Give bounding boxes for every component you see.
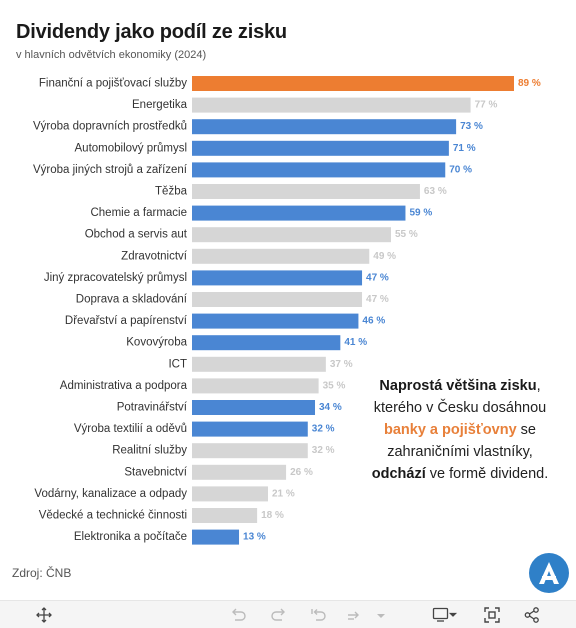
bar[interactable] [192, 356, 326, 372]
category-label: Jiný zpracovatelský průmysl [44, 272, 187, 284]
category-label: Vodárny, kanalizace a odpady [34, 488, 187, 500]
category-label: Vědecké a technické činnosti [39, 510, 187, 522]
category-label: Energetika [132, 99, 188, 111]
publisher-logo[interactable] [529, 553, 569, 593]
category-label: Doprava a skladování [76, 294, 188, 306]
annotation: Naprostá většina zisku, kterého v Česku … [370, 375, 550, 485]
bar[interactable] [192, 400, 316, 415]
bar[interactable] [192, 97, 471, 113]
undo-icon[interactable] [229, 606, 247, 624]
download-icon[interactable] [432, 606, 458, 624]
value-label: 34 % [319, 402, 342, 413]
value-label: 41 % [344, 337, 367, 348]
value-label: 77 % [475, 100, 498, 111]
revert-icon[interactable] [309, 606, 327, 624]
category-label: Výroba textilií a oděvů [74, 423, 187, 435]
bar[interactable] [192, 76, 514, 91]
bar[interactable] [192, 248, 370, 264]
category-label: ICT [168, 358, 187, 370]
value-label: 49 % [373, 251, 396, 262]
value-label: 89 % [518, 78, 541, 89]
bar[interactable] [192, 292, 363, 307]
annotation-text-1: , kterého v Česku dosáhnou [373, 378, 547, 416]
share-icon[interactable] [523, 606, 541, 624]
bar[interactable] [192, 421, 308, 437]
category-label: Potravinářství [117, 402, 188, 414]
bar[interactable] [192, 529, 240, 545]
category-label: Dřevařství a papírenství [65, 315, 188, 327]
category-label: Finanční a pojišťovací služby [39, 78, 187, 90]
bar[interactable] [192, 119, 457, 135]
category-label: Realitní služby [112, 445, 187, 457]
value-label: 32 % [312, 424, 335, 435]
category-label: Automobilový průmysl [75, 142, 187, 154]
annotation-text-2: se zahraničními vlastníky, [387, 422, 536, 460]
value-label: 37 % [330, 359, 353, 370]
bar[interactable] [192, 464, 287, 480]
category-label: Kovovýroba [126, 337, 187, 349]
value-label: 26 % [290, 467, 313, 478]
category-label: Elektronika a počítače [74, 531, 187, 543]
chart-subtitle: v hlavních odvětvích ekonomiky (2024) [16, 49, 207, 61]
annotation-bold-1: Naprostá většina zisku [379, 378, 537, 394]
pause-dropdown-icon[interactable] [372, 606, 390, 624]
value-label: 32 % [312, 445, 335, 456]
value-label: 63 % [424, 186, 447, 197]
value-label: 55 % [395, 229, 418, 240]
category-label: Výroba dopravních prostředků [33, 121, 187, 133]
category-label: Stavebnictví [124, 466, 187, 478]
annotation-bold-2: odchází [371, 466, 426, 482]
bar[interactable] [192, 162, 446, 178]
redo-icon[interactable] [270, 606, 288, 624]
value-label: 18 % [261, 510, 284, 521]
annotation-highlight: banky a pojišťovny [384, 422, 517, 438]
bar[interactable] [192, 313, 359, 329]
chart-title: Dividendy jako podíl ze zisku [16, 21, 287, 43]
bar[interactable] [192, 205, 406, 221]
category-label: Zdravotnictví [121, 250, 188, 262]
bar[interactable] [192, 335, 341, 351]
category-label: Administrativa a podpora [60, 380, 188, 392]
value-label: 46 % [362, 316, 385, 327]
logo-a-icon [539, 562, 559, 584]
bar-chart: Finanční a pojišťovací služby 89 % Energet… [33, 76, 541, 545]
value-label: 35 % [323, 380, 346, 391]
bar[interactable] [192, 508, 258, 523]
value-label: 73 % [460, 121, 483, 132]
value-label: 47 % [366, 294, 389, 305]
source-note: Zdroj: ČNB [12, 566, 72, 580]
bar[interactable] [192, 378, 319, 394]
value-label: 59 % [409, 208, 432, 219]
bar[interactable] [192, 227, 391, 243]
category-label: Obchod a servis aut [85, 229, 188, 241]
bar[interactable] [192, 486, 268, 502]
value-label: 47 % [366, 272, 389, 283]
bar[interactable] [192, 184, 420, 199]
category-label: Těžba [155, 186, 188, 198]
fullscreen-icon[interactable] [483, 606, 501, 624]
move-icon[interactable] [35, 606, 53, 624]
refresh-icon[interactable] [345, 606, 363, 624]
annotation-text-3: ve formě dividend. [425, 466, 549, 482]
bar[interactable] [192, 140, 449, 156]
value-label: 13 % [243, 532, 266, 543]
category-label: Chemie a farmacie [90, 207, 187, 219]
viz-toolbar [0, 600, 576, 628]
value-label: 21 % [272, 488, 295, 499]
category-label: Výroba jiných strojů a zařízení [33, 164, 188, 176]
bar[interactable] [192, 443, 308, 459]
bar[interactable] [192, 270, 363, 286]
value-label: 70 % [449, 164, 472, 175]
value-label: 71 % [453, 143, 476, 154]
